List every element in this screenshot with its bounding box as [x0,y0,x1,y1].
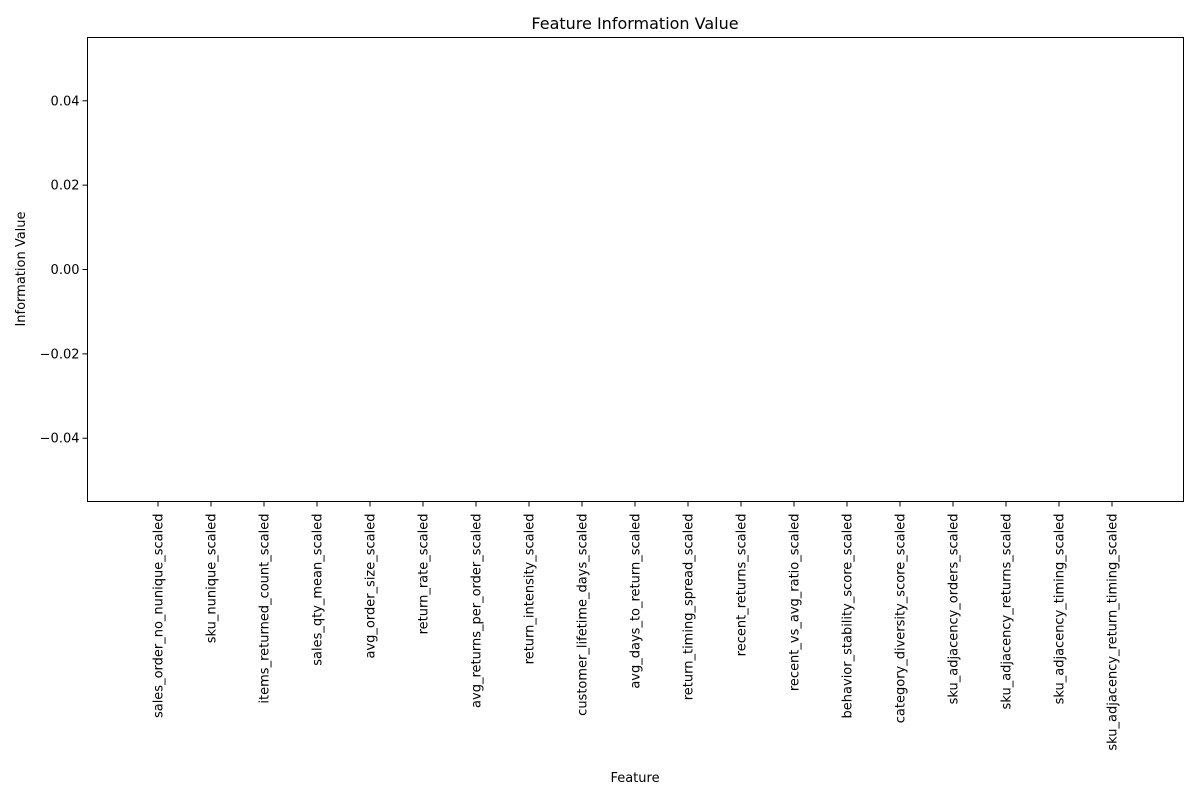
x-tick-label: sku_adjacency_return_timing_scaled [1106,514,1121,751]
x-tick-label: category_diversity_score_scaled [894,514,909,724]
x-tick-label: sku_adjacency_returns_scaled [1000,514,1015,710]
x-tick-label: recent_returns_scaled [735,514,750,657]
x-tick-label: return_intensity_scaled [523,514,538,665]
x-tick-label: avg_order_size_scaled [364,514,379,659]
x-tick-label: recent_vs_avg_ratio_scaled [788,514,803,692]
y-tick-label: 0.04 [51,94,80,109]
plot-area [87,37,1184,502]
x-tick-label: sku_nunique_scaled [205,514,220,644]
y-tick-label: 0.00 [51,263,80,278]
x-tick-label: sku_adjacency_timing_scaled [1053,514,1068,705]
x-tick-label: return_timing_spread_scaled [682,514,697,701]
y-tick-label: −0.02 [40,347,80,362]
x-tick-label: behavior_stability_score_scaled [841,514,856,719]
x-tick-label: avg_days_to_return_scaled [629,514,644,689]
x-tick-label: sku_adjacency_orders_scaled [947,514,962,705]
y-axis-label: Information Value [14,211,29,326]
y-tick-label: −0.04 [40,432,80,447]
x-tick-label: sales_qty_mean_scaled [311,514,326,666]
chart-title: Feature Information Value [531,14,738,33]
x-tick-label: items_returned_count_scaled [258,514,273,704]
x-tick-label: return_rate_scaled [417,514,432,635]
x-tick-label: avg_returns_per_order_scaled [470,514,485,708]
y-tick-label: 0.02 [51,179,80,194]
x-axis: sales_order_no_nunique_scaled sku_nunique… [152,501,1121,751]
x-axis-label: Feature [610,771,659,786]
x-tick-label: customer_lifetime_days_scaled [576,514,591,716]
x-tick-label: sales_order_no_nunique_scaled [152,514,167,719]
y-axis: 0.04 0.02 0.00 −0.02 −0.04 [40,94,88,447]
